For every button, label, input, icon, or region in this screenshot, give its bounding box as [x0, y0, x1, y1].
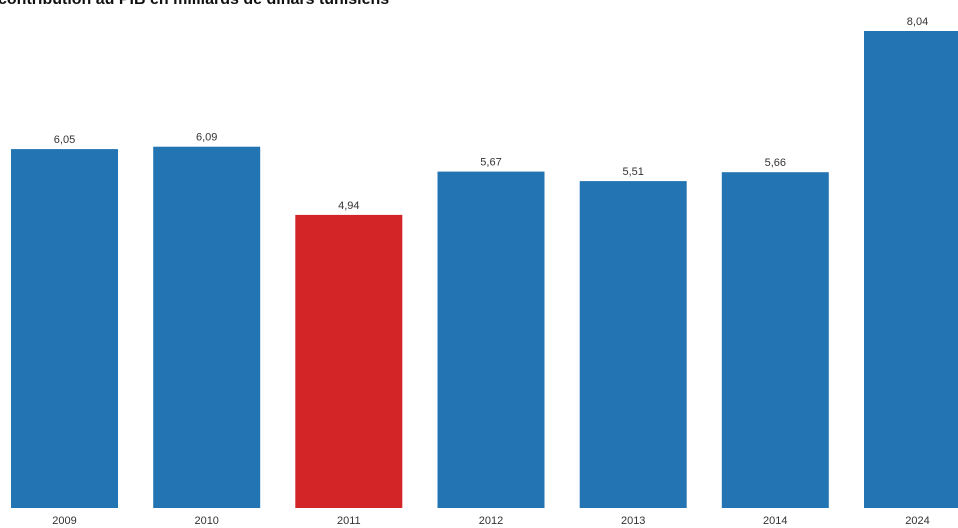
bar-2012 [437, 171, 545, 508]
value-label-2009: 6,05 [54, 134, 75, 146]
x-axis-tick-labels: 2009 2010 2011 2012 2013 2014 2024 [52, 515, 929, 527]
x-tick-label-2011: 2011 [337, 515, 361, 527]
x-tick-label-2014: 2014 [763, 515, 787, 527]
value-label-2011: 4,94 [338, 200, 359, 212]
bar-2010 [153, 146, 261, 508]
bar-2013 [579, 181, 687, 508]
value-label-2010: 6,09 [196, 132, 217, 144]
chart-title: contribution au PIB en milliards de dina… [0, 0, 389, 9]
value-label-2013: 5,51 [622, 166, 643, 178]
bars-group [11, 31, 958, 508]
x-tick-label-2009: 2009 [52, 515, 76, 527]
x-tick-label-2013: 2013 [621, 515, 645, 527]
x-tick-label-2012: 2012 [479, 515, 503, 527]
bar-2011 [295, 214, 403, 508]
x-tick-label-2024: 2024 [905, 515, 929, 527]
bar-2009 [11, 149, 118, 508]
x-tick-label-2010: 2010 [194, 515, 218, 527]
bar-2024 [864, 31, 958, 508]
value-label-2012: 5,67 [480, 157, 501, 169]
value-labels-group: 6,05 6,09 4,94 5,67 5,51 5,66 8,04 [54, 16, 928, 212]
value-label-2014: 5,66 [765, 157, 786, 169]
value-label-2024: 8,04 [907, 16, 928, 28]
bar-2014 [721, 172, 829, 508]
